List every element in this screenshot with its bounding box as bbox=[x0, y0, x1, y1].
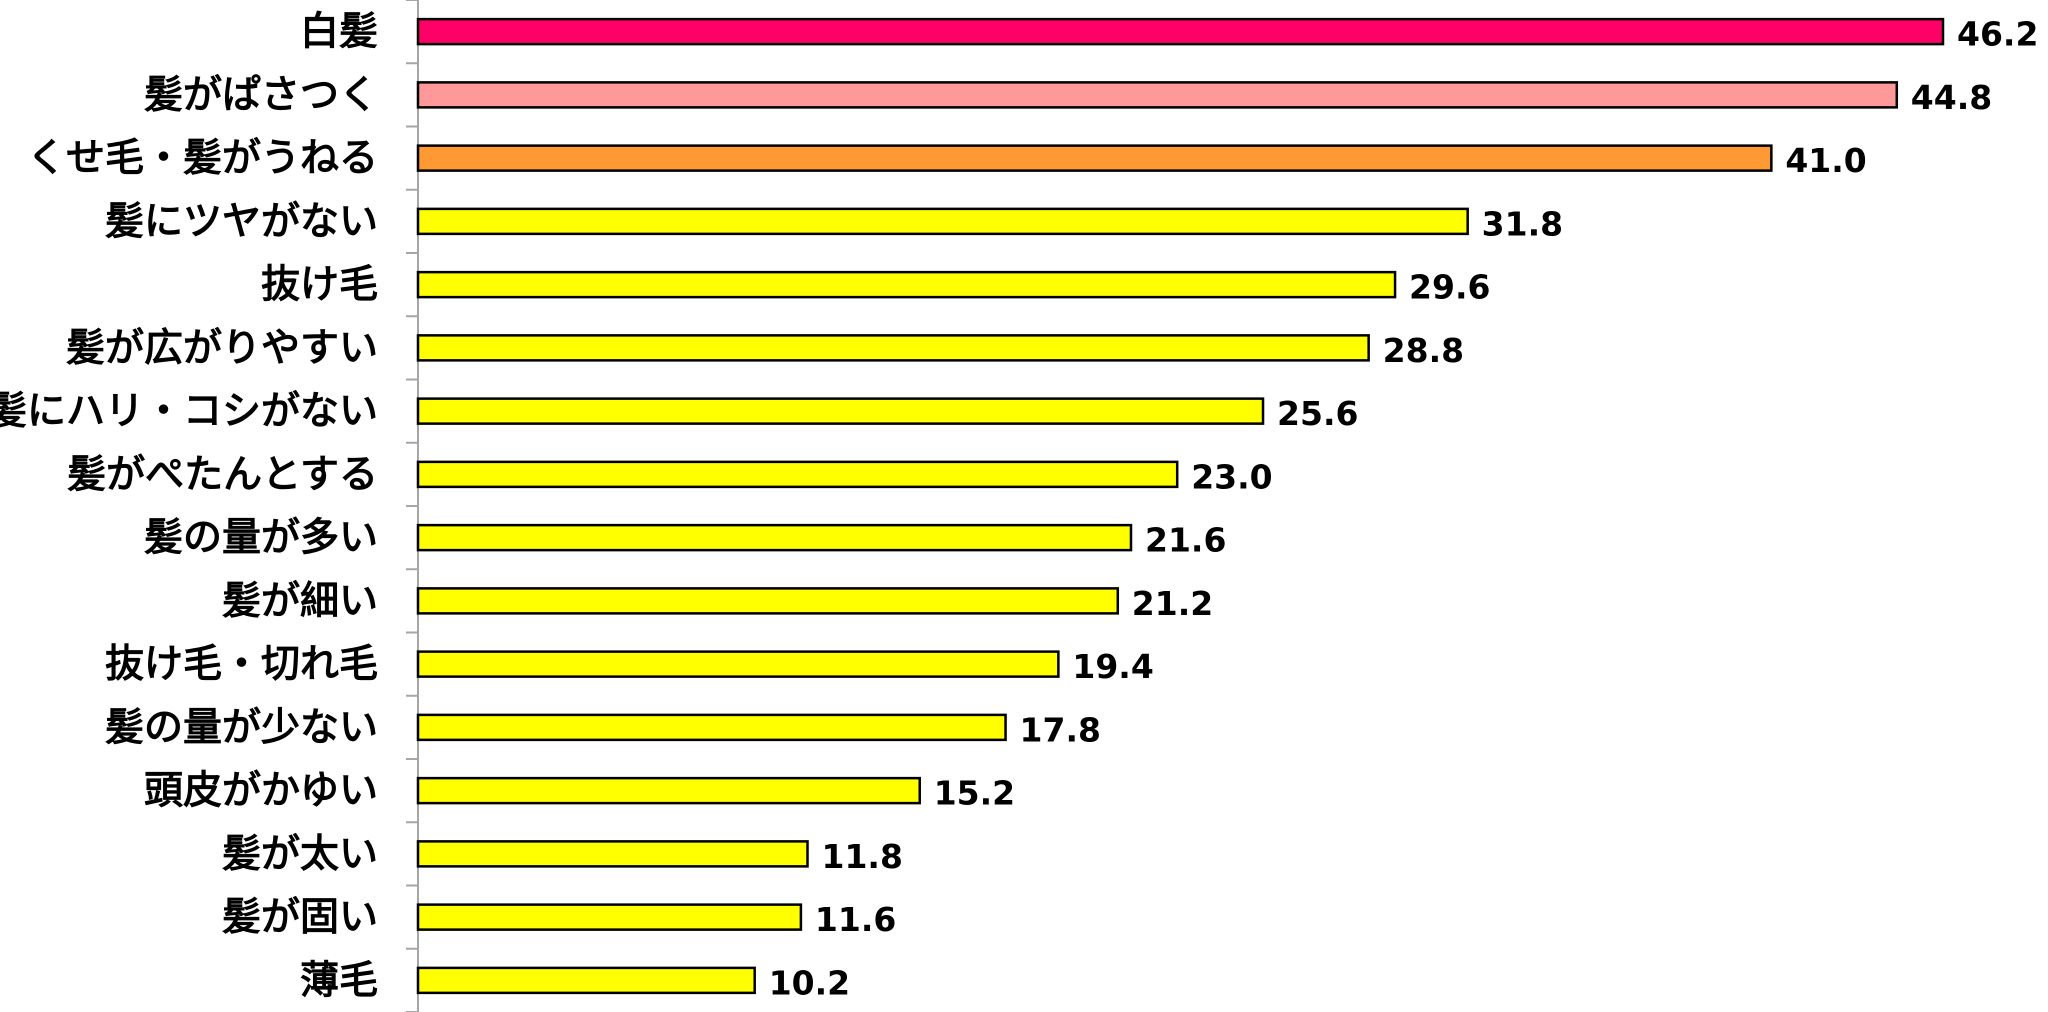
bar bbox=[416, 840, 809, 868]
category-label: 髪の量が多い bbox=[144, 516, 378, 561]
bar bbox=[416, 713, 1007, 742]
bar bbox=[416, 776, 921, 805]
bar bbox=[416, 334, 1370, 362]
value-label: 46.2 bbox=[1957, 15, 2038, 54]
bars bbox=[416, 17, 1945, 995]
value-label: 41.0 bbox=[1785, 141, 1866, 180]
value-label: 21.2 bbox=[1132, 584, 1213, 623]
bar bbox=[416, 81, 1899, 109]
category-label: 抜け毛 bbox=[261, 263, 378, 308]
category-label: 髪がぺたんとする bbox=[67, 452, 378, 497]
bar bbox=[416, 460, 1179, 489]
category-label: 抜け毛・切れ毛 bbox=[105, 642, 378, 687]
category-label: 髪にツヤがない bbox=[105, 199, 378, 244]
category-label: 髪が広がりやすい bbox=[66, 326, 378, 371]
category-labels: 白髪髪がぱさつくくせ毛・髪がうねる髪にツヤがない抜け毛髪が広がりやすい髪にハリ・… bbox=[0, 10, 378, 1004]
value-label: 21.6 bbox=[1145, 521, 1226, 560]
bar bbox=[416, 966, 756, 995]
value-label: 10.2 bbox=[769, 963, 850, 1002]
bar bbox=[416, 587, 1120, 615]
bar bbox=[416, 17, 1945, 46]
value-label: 15.2 bbox=[934, 774, 1015, 813]
bar bbox=[416, 207, 1469, 236]
bar bbox=[416, 397, 1265, 425]
bar bbox=[416, 144, 1773, 172]
category-label: 髪が細い bbox=[222, 579, 378, 624]
bar bbox=[416, 270, 1397, 299]
category-label: 髪が太い bbox=[222, 832, 378, 877]
value-label: 28.8 bbox=[1383, 331, 1464, 370]
category-label: 髪が固い bbox=[222, 895, 378, 940]
category-label: 髪の量が少ない bbox=[105, 705, 378, 750]
value-label: 25.6 bbox=[1277, 394, 1358, 433]
category-label: 頭皮がかゆい bbox=[144, 769, 378, 814]
bar bbox=[416, 903, 803, 931]
category-label: 髪がぱさつく bbox=[144, 73, 378, 118]
value-label: 44.8 bbox=[1911, 78, 1992, 117]
value-labels: 46.2 44.8 41.0 31.8 29.6 28.8 25.623.0 21.6 21.2… bbox=[769, 15, 2039, 1003]
category-label: 髪にハリ・コシがない bbox=[0, 389, 378, 434]
value-label: 17.8 bbox=[1020, 710, 1101, 749]
category-label: 薄毛 bbox=[300, 958, 378, 1003]
category-label: くせ毛・髪がうねる bbox=[27, 136, 378, 181]
category-label: 白髪 bbox=[300, 10, 378, 55]
bar bbox=[416, 650, 1060, 678]
value-label: 11.8 bbox=[822, 837, 903, 876]
bar bbox=[416, 523, 1133, 552]
value-label: 31.8 bbox=[1482, 204, 1563, 243]
value-label: 19.4 bbox=[1072, 647, 1153, 686]
axis-layer bbox=[406, 0, 419, 1012]
value-label: 29.6 bbox=[1409, 268, 1490, 307]
value-label: 11.6 bbox=[815, 900, 896, 939]
value-label: 23.0 bbox=[1191, 457, 1272, 496]
